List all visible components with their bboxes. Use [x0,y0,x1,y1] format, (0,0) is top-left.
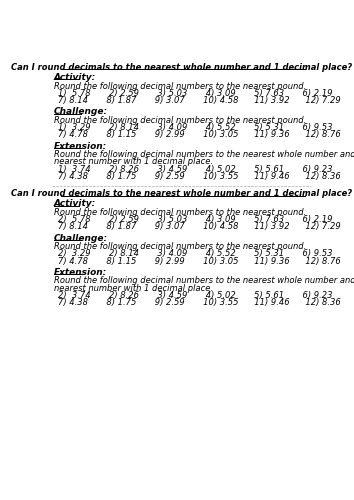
Text: Can I round decimals to the nearest whole number and 1 decimal place?: Can I round decimals to the nearest whol… [11,63,352,72]
Text: 2)  3.29       2) 8.14       3) 4.09       4) 5.52       5) 5.31       6) 9.53: 2) 3.29 2) 8.14 3) 4.09 4) 5.52 5) 5.31 … [58,250,333,258]
Text: 7) 4.78       8) 1.15       9) 2.99       10) 3.05      11) 9.36      12) 8.76: 7) 4.78 8) 1.15 9) 2.99 10) 3.05 11) 9.3… [58,256,341,266]
Text: Round the following decimal numbers to the nearest pound.: Round the following decimal numbers to t… [53,82,306,90]
Text: Extension:: Extension: [53,268,107,277]
Text: 7) 4.38       8) 1.75       9) 2.59       10) 3.55      11) 9.46      12) 8.36: 7) 4.38 8) 1.75 9) 2.59 10) 3.55 11) 9.4… [58,172,341,181]
Text: Can I round decimals to the nearest whole number and 1 decimal place?: Can I round decimals to the nearest whol… [11,190,352,198]
Text: 2)  5.78       2) 2.59       3) 5.03       4) 3.09       5) 7.63       6) 2.19: 2) 5.78 2) 2.59 3) 5.03 4) 3.09 5) 7.63 … [58,215,333,224]
Text: nearest number with 1 decimal place.: nearest number with 1 decimal place. [53,284,212,292]
Text: nearest number with 1 decimal place.: nearest number with 1 decimal place. [53,158,212,166]
Text: Challenge:: Challenge: [53,108,108,116]
Text: Round the following decimal numbers to the nearest pound.: Round the following decimal numbers to t… [53,242,306,251]
Text: 1)  3.29       2) 8.14       3) 4.09       4) 5.52       5) 5.31       6) 9.53: 1) 3.29 2) 8.14 3) 4.09 4) 5.52 5) 5.31 … [58,123,333,132]
Text: Challenge:: Challenge: [53,234,108,242]
Text: 7) 4.38       8) 1.75       9) 2.59       10) 3.55      11) 9.46      12) 8.36: 7) 4.38 8) 1.75 9) 2.59 10) 3.55 11) 9.4… [58,298,341,308]
Text: Activity:: Activity: [53,73,96,82]
Text: 7) 8.14       8) 1.87       9) 3.07       10) 4.58      11) 3.92      12) 7.29: 7) 8.14 8) 1.87 9) 3.07 10) 4.58 11) 3.9… [58,222,341,232]
Text: 1)  5.78       2) 2.59       3) 5.03       4) 3.09       5) 7.63       6) 2.19: 1) 5.78 2) 2.59 3) 5.03 4) 3.09 5) 7.63 … [58,89,333,98]
Text: 7) 4.78       8) 1.15       9) 2.99       10) 3.05      11) 9.36      12) 8.76: 7) 4.78 8) 1.15 9) 2.99 10) 3.05 11) 9.3… [58,130,341,140]
Text: Round the following decimal numbers to the nearest whole number and to the: Round the following decimal numbers to t… [53,276,354,285]
Text: Extension:: Extension: [53,142,107,150]
Text: Round the following decimal numbers to the nearest pound.: Round the following decimal numbers to t… [53,208,306,217]
Text: Round the following decimal numbers to the nearest pound.: Round the following decimal numbers to t… [53,116,306,125]
Text: 2)  3.74       2) 8.26       3) 4.59       4) 5.02       5) 5.61       6) 9.23: 2) 3.74 2) 8.26 3) 4.59 4) 5.02 5) 5.61 … [58,291,333,300]
Text: Round the following decimal numbers to the nearest whole number and to the: Round the following decimal numbers to t… [53,150,354,159]
Text: Activity:: Activity: [53,200,96,208]
Text: 7) 8.14       8) 1.87       9) 3.07       10) 4.58      11) 3.92      12) 7.29: 7) 8.14 8) 1.87 9) 3.07 10) 4.58 11) 3.9… [58,96,341,105]
Text: 1)  3.74       2) 8.26       3) 4.59       4) 5.02       5) 5.61       6) 9.23: 1) 3.74 2) 8.26 3) 4.59 4) 5.02 5) 5.61 … [58,164,333,173]
